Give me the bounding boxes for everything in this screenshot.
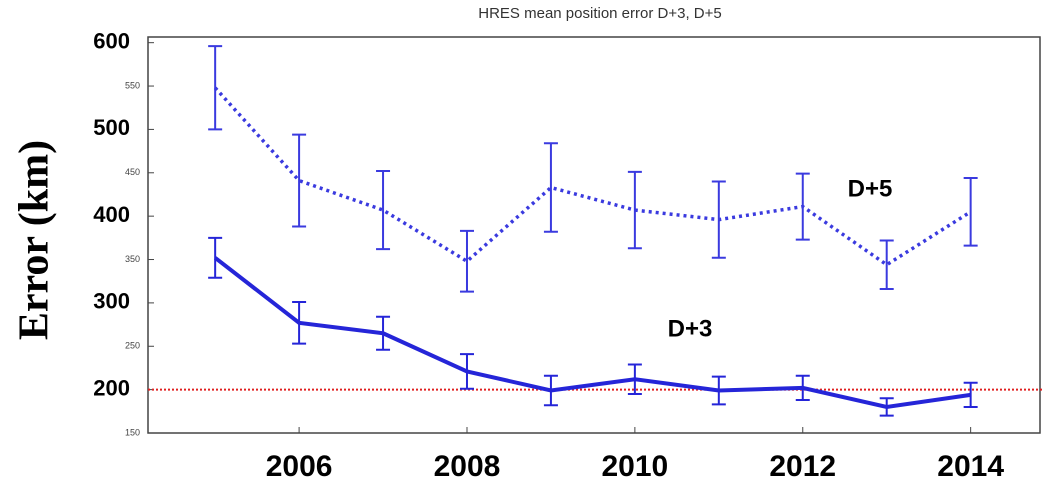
series-line [213, 86, 972, 267]
error-bar [292, 133, 307, 228]
error-bar [963, 176, 978, 247]
plot-frame [147, 36, 1041, 434]
error-bar [459, 353, 474, 390]
error-bar [627, 170, 642, 250]
error-bar [711, 375, 726, 406]
error-bar [376, 170, 391, 251]
x-tick-label: 2008 [434, 450, 501, 483]
y-tick-label-minor: 250 [125, 341, 140, 351]
y-tick-label: 300 [93, 289, 130, 314]
error-bar [963, 381, 978, 408]
error-bar [879, 397, 894, 417]
x-tick-label: 2014 [937, 450, 1004, 483]
error-bar [627, 363, 642, 395]
error-bar [795, 374, 810, 402]
error-bar [376, 315, 391, 351]
error-bar [208, 236, 223, 279]
y-tick-label: 500 [93, 115, 130, 140]
error-bar [543, 142, 558, 233]
series-line [213, 256, 971, 410]
x-tick-label: 2010 [601, 450, 668, 483]
chart-title: HRES mean position error D+3, D+5 [478, 5, 721, 22]
error-bar [208, 45, 223, 131]
y-tick-label: 400 [93, 202, 130, 227]
x-tick-label: 2006 [266, 450, 333, 483]
y-tick-label-minor: 150 [125, 427, 140, 437]
error-bar [292, 301, 307, 345]
y-tick-label: 600 [93, 28, 130, 53]
series-annotation: D+5 [848, 175, 893, 202]
y-tick-label: 200 [93, 375, 130, 400]
series-annotation: D+3 [668, 315, 713, 342]
error-bar [543, 374, 558, 407]
y-axis-label: Error (km) [12, 140, 58, 340]
error-bar [459, 229, 474, 293]
error-bar [711, 180, 726, 259]
error-bar [879, 239, 894, 291]
y-tick-label-minor: 450 [125, 167, 140, 177]
x-tick-label: 2012 [769, 450, 836, 483]
y-tick-label-minor: 550 [125, 80, 140, 90]
error-bar [795, 172, 810, 241]
y-tick-label-minor: 350 [125, 254, 140, 264]
